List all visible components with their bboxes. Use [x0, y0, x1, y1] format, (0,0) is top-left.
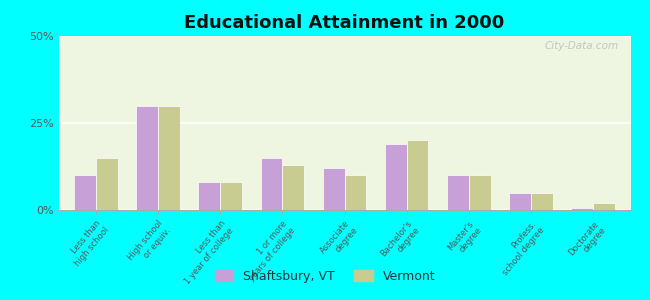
Bar [158, 106, 180, 210]
Bar [136, 106, 158, 210]
Bar [593, 203, 615, 210]
Bar [407, 140, 428, 210]
Bar [261, 158, 282, 210]
Bar [282, 165, 304, 210]
Text: City-Data.com: City-Data.com [545, 41, 619, 51]
Bar [447, 175, 469, 210]
Bar [220, 182, 242, 210]
Bar [571, 208, 593, 210]
Bar [509, 193, 531, 210]
Legend: Shaftsbury, VT, Vermont: Shaftsbury, VT, Vermont [210, 265, 440, 288]
Title: Educational Attainment in 2000: Educational Attainment in 2000 [185, 14, 504, 32]
Bar [385, 144, 407, 210]
Bar [74, 175, 96, 210]
Bar [531, 193, 552, 210]
Bar [198, 182, 220, 210]
Bar [344, 175, 366, 210]
Bar [96, 158, 118, 210]
Bar [469, 175, 491, 210]
Bar [323, 168, 345, 210]
